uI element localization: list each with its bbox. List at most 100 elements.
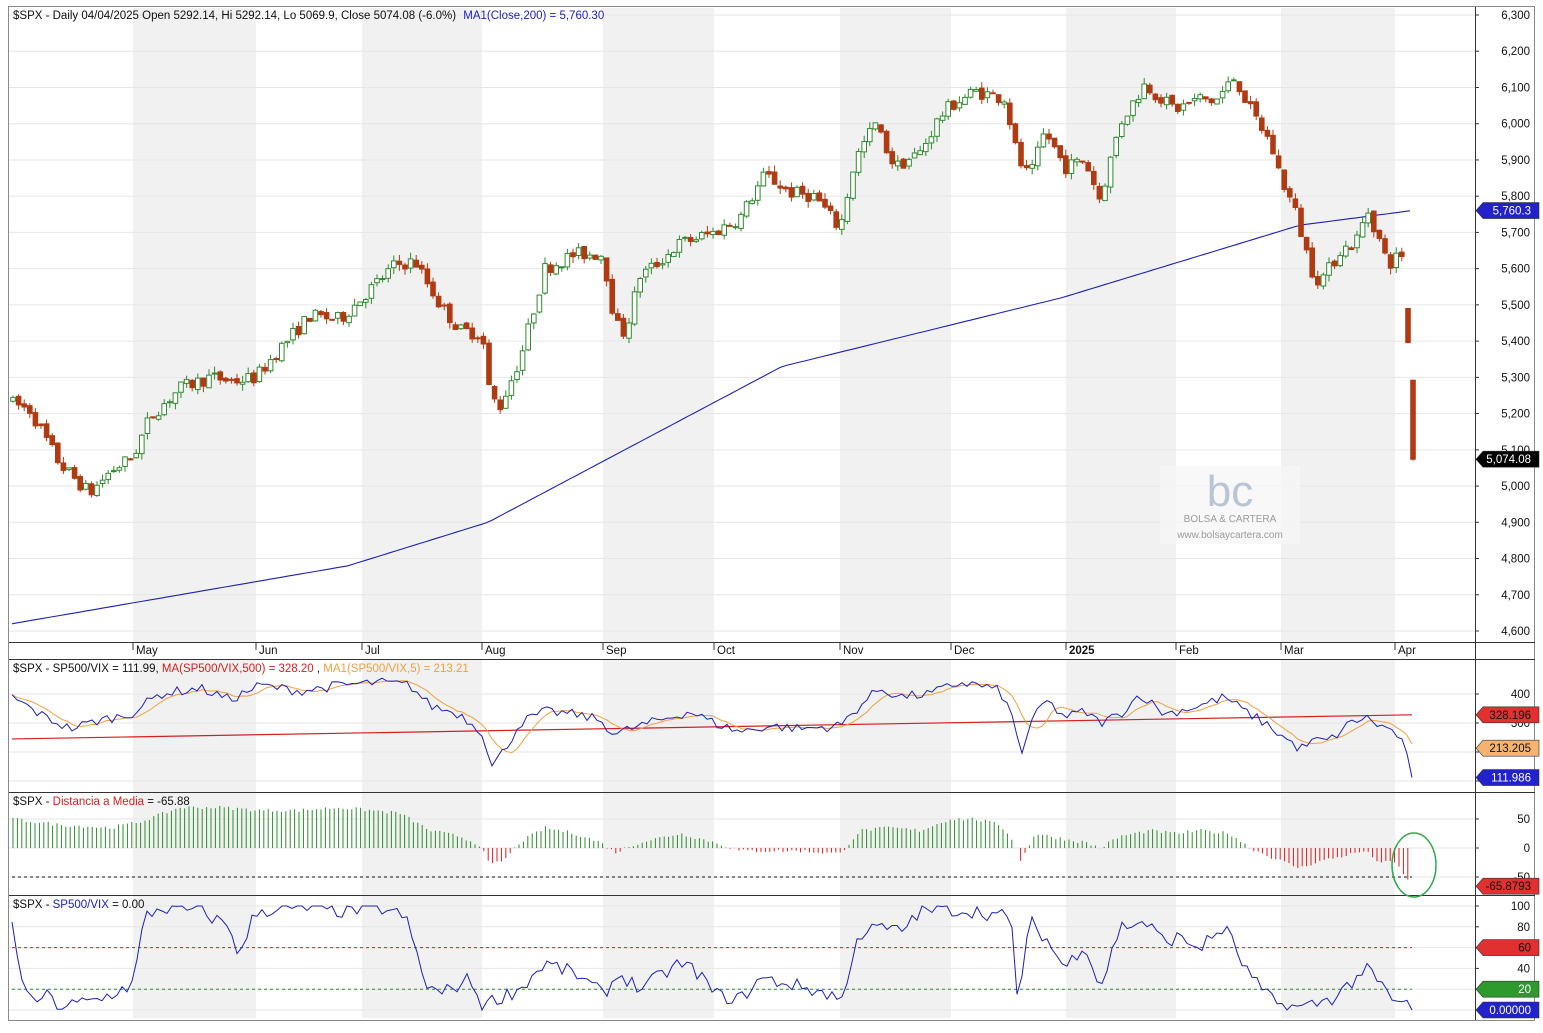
oscillator-lines xyxy=(11,905,1413,1012)
candle-down xyxy=(1023,165,1030,169)
candlestick-series xyxy=(10,76,1416,498)
month-label: Mar xyxy=(1284,645,1304,657)
candle-down xyxy=(262,366,268,372)
candle-down xyxy=(833,211,840,228)
month-label: Aug xyxy=(485,645,505,657)
month-band xyxy=(1066,896,1176,1018)
month-band xyxy=(840,660,951,792)
candle-down xyxy=(1007,102,1013,126)
candle-up xyxy=(1124,115,1131,125)
y-tick-label: 6,200 xyxy=(1501,46,1530,58)
candle-up xyxy=(116,467,123,471)
candle-down xyxy=(1287,188,1293,198)
candle-up xyxy=(671,252,677,257)
candle-down xyxy=(1063,155,1069,175)
candle-down xyxy=(49,435,56,446)
candle-up xyxy=(861,141,868,153)
candle-up xyxy=(155,415,162,420)
candle-down xyxy=(497,399,503,411)
candle-up xyxy=(351,304,358,317)
candle-up xyxy=(1354,234,1360,249)
candle-up xyxy=(956,102,963,109)
candle-down xyxy=(77,476,84,491)
candle-up xyxy=(564,253,571,268)
candle-down xyxy=(424,268,431,285)
candle-down xyxy=(469,327,475,340)
candle-up xyxy=(906,158,912,167)
candle-up xyxy=(206,374,212,389)
candle-down xyxy=(1292,198,1299,208)
candle-down xyxy=(654,261,660,268)
candle-up xyxy=(172,392,179,404)
badge-dist-text: -65.8793 xyxy=(1486,881,1531,893)
candle-down xyxy=(799,185,806,195)
candle-down xyxy=(766,171,772,175)
candle-up xyxy=(1337,255,1344,267)
candle-down xyxy=(1331,260,1338,267)
candle-up xyxy=(1074,158,1080,163)
candle-down xyxy=(307,317,313,322)
candle-down xyxy=(480,335,487,345)
candle-up xyxy=(267,359,274,372)
candle-down xyxy=(329,318,335,321)
candle-down xyxy=(441,304,447,307)
y-tick-label: 5,200 xyxy=(1501,409,1530,421)
candle-up xyxy=(301,316,307,335)
candle-up xyxy=(699,232,705,240)
candle-down xyxy=(1298,207,1304,237)
candle-up xyxy=(973,89,980,92)
candle-down xyxy=(581,245,588,260)
candle-down xyxy=(1399,251,1405,257)
osc-header-label: SP500/VIX xyxy=(53,899,110,911)
candle-down xyxy=(805,192,812,202)
candle-up xyxy=(144,417,151,434)
candle-down xyxy=(1303,236,1310,251)
month-band xyxy=(840,8,951,642)
candle-up xyxy=(1225,81,1232,92)
candle-down xyxy=(200,377,207,387)
axis-badges: 5,760.3 5,074.08 328.196 213.205 111.986 -65.… xyxy=(1475,202,1540,1019)
y-tick-label: 5,000 xyxy=(1501,481,1530,493)
candle-down xyxy=(771,171,778,185)
candle-up xyxy=(743,201,750,217)
candle-up xyxy=(811,193,817,201)
candle-down xyxy=(1371,210,1377,233)
candle-up xyxy=(1343,245,1349,257)
candle-down xyxy=(1152,93,1159,101)
candle-down xyxy=(486,342,492,386)
candle-down xyxy=(21,403,27,408)
candle-down xyxy=(592,254,599,260)
candle-up xyxy=(872,122,879,130)
candle-up xyxy=(536,294,543,313)
highlight-circle xyxy=(1391,832,1437,898)
month-label: Jun xyxy=(259,645,278,657)
badge-close-shape xyxy=(1475,450,1540,468)
candle-down xyxy=(1147,84,1153,94)
badge-osc-value: 0.00000 xyxy=(1475,1001,1540,1019)
candle-up xyxy=(66,467,72,470)
candle-down xyxy=(396,260,403,265)
candle-up xyxy=(1040,133,1047,148)
dist-header-value: = -65.88 xyxy=(147,796,190,808)
candle-down xyxy=(43,423,50,438)
osc-header: $SPX - SP500/VIX = 0.00 xyxy=(13,899,144,911)
candle-up xyxy=(379,278,386,281)
badge-dist-shape xyxy=(1475,877,1540,895)
candle-up xyxy=(1359,222,1366,238)
candle-down xyxy=(447,303,453,324)
badge-osc-upper-text: 60 xyxy=(1518,943,1531,955)
candle-down xyxy=(60,462,67,471)
candle-down xyxy=(27,405,33,414)
candle-up xyxy=(391,260,397,269)
price-header-text: $SPX - Daily 04/04/2025 Open 5292.14, Hi… xyxy=(13,10,456,22)
candle-up xyxy=(133,452,139,459)
month-band xyxy=(1066,8,1176,642)
candle-up xyxy=(1119,123,1125,137)
candle-up xyxy=(855,151,862,173)
month-band xyxy=(603,896,714,1018)
month-band xyxy=(840,793,951,895)
candle-down xyxy=(788,187,795,198)
candle-up xyxy=(542,263,548,294)
candle-up xyxy=(1113,136,1120,157)
